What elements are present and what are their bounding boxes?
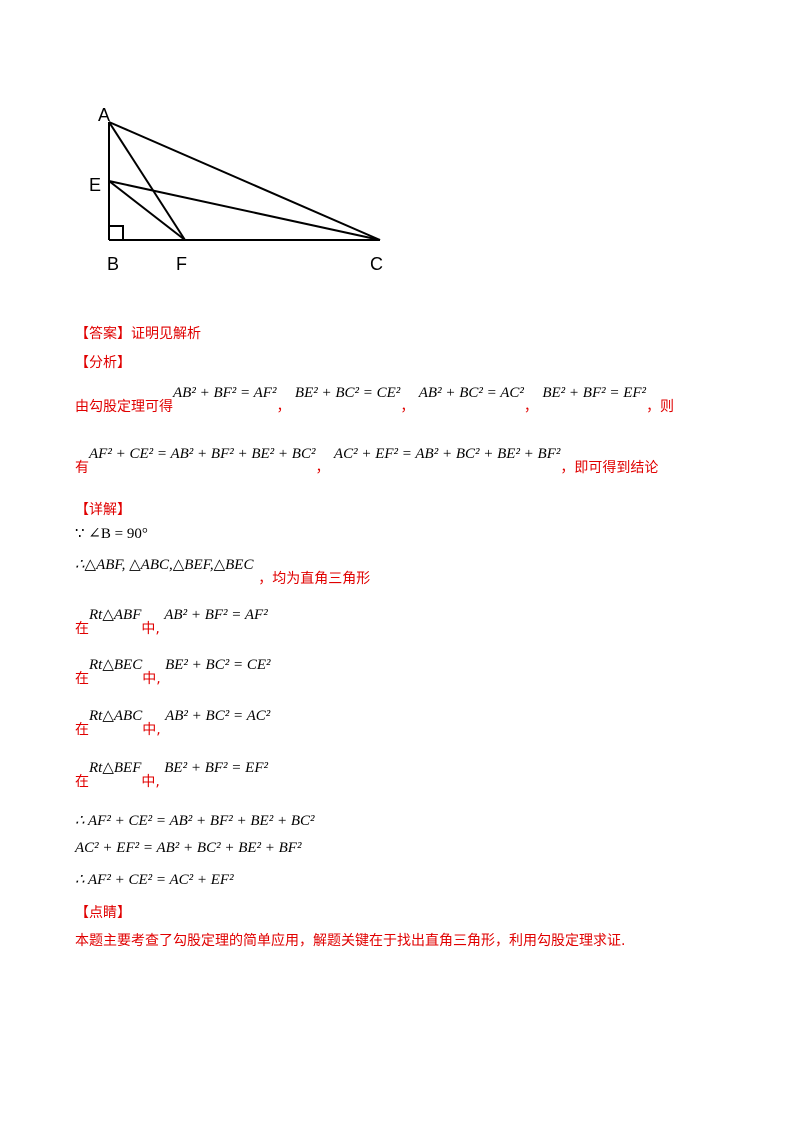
analysis-eq-2: BE² + BC² = CE² [294, 385, 401, 401]
step-triangle: Rt△ABF [89, 607, 142, 623]
analysis-heading: 【分析】 [75, 355, 131, 371]
analysis-eq-3: AB² + BC² = AC² [418, 385, 524, 401]
triangles-suffix: ，均为直角三角形 [258, 571, 371, 587]
conclusion-2: AC² + EF² = AB² + BC² + BE² + BF² [75, 840, 302, 856]
analysis-line-2: 有AF² + CE² = AB² + BF² + BE² + BC²， AC² … [75, 446, 659, 477]
analysis-eq-1: AB² + BF² = AF² [173, 385, 277, 401]
step-equation: BE² + BF² = EF² [164, 760, 268, 776]
step-mid: 中, [142, 722, 161, 738]
analysis-line-1: 由勾股定理可得AB² + BF² = AF²， BE² + BC² = CE²，… [75, 385, 675, 416]
step-4: 在Rt△BEF中, BE² + BF² = EF² [75, 760, 268, 791]
label-f: F [176, 254, 187, 274]
triangles-line: ∴△ABF, △ABC,△BEF,△BEC ，均为直角三角形 [75, 554, 370, 587]
segment-ec [108, 180, 381, 241]
step-pre: 在 [75, 671, 89, 687]
step-equation: BE² + BC² = CE² [165, 657, 271, 673]
label-a: A [98, 105, 110, 125]
segment-af [108, 121, 186, 241]
separator: ， [276, 399, 291, 415]
step-pre: 在 [75, 722, 89, 738]
right-angle-mark [109, 225, 124, 240]
step-2: 在Rt△BEC中, BE² + BC² = CE² [75, 657, 271, 688]
label-c: C [370, 254, 383, 274]
analysis-eq-5: AF² + CE² = AB² + BF² + BE² + BC² [89, 446, 316, 462]
step-triangle: Rt△ABC [89, 708, 143, 724]
given-statement: ∵ ∠B = 90° [75, 526, 148, 542]
step-3: 在Rt△ABC中, AB² + BC² = AC² [75, 708, 270, 739]
answer-line: 【答案】证明见解析 [75, 323, 201, 343]
analysis-suffix: ，则 [646, 399, 675, 415]
step-equation: AB² + BC² = AC² [165, 708, 271, 724]
label-b: B [107, 254, 119, 274]
comment-heading: 【点睛】 [75, 905, 131, 921]
separator: ， [315, 460, 330, 476]
step-mid: 中, [141, 774, 160, 790]
detail-heading: 【详解】 [75, 502, 131, 518]
answer-heading: 【答案】 [75, 326, 131, 342]
answer-text: 证明见解析 [131, 326, 201, 342]
segment-ac [108, 121, 381, 241]
label-e: E [89, 175, 101, 195]
step-pre: 在 [75, 621, 89, 637]
step-mid: 中, [141, 621, 160, 637]
comment-text: 本题主要考查了勾股定理的简单应用，解题关键在于找出直角三角形，利用勾股定理求证. [75, 933, 626, 949]
analysis-prefix-2: 有 [75, 460, 89, 476]
step-pre: 在 [75, 774, 89, 790]
triangles-list: ∴△ABF, △ABC,△BEF,△BEC [75, 557, 254, 573]
triangle-figure: A E B F C [89, 105, 383, 274]
analysis-prefix: 由勾股定理可得 [75, 399, 173, 415]
step-mid: 中, [142, 671, 161, 687]
analysis-eq-4: BE² + BF² = EF² [542, 385, 647, 401]
analysis-eq-6: AC² + EF² = AB² + BC² + BE² + BF² [333, 446, 561, 462]
separator: ， [400, 399, 415, 415]
step-triangle: Rt△BEF [89, 760, 142, 776]
segment-ef [108, 180, 186, 241]
step-equation: AB² + BF² = AF² [164, 607, 268, 623]
step-triangle: Rt△BEC [89, 657, 143, 673]
conclusion-3: ∴ AF² + CE² = AC² + EF² [75, 872, 234, 888]
analysis-suffix-2: ，即可得到结论 [560, 460, 659, 476]
step-1: 在Rt△ABF中, AB² + BF² = AF² [75, 607, 268, 638]
conclusion-1: ∴ AF² + CE² = AB² + BF² + BE² + BC² [75, 813, 315, 829]
separator: ， [523, 399, 538, 415]
